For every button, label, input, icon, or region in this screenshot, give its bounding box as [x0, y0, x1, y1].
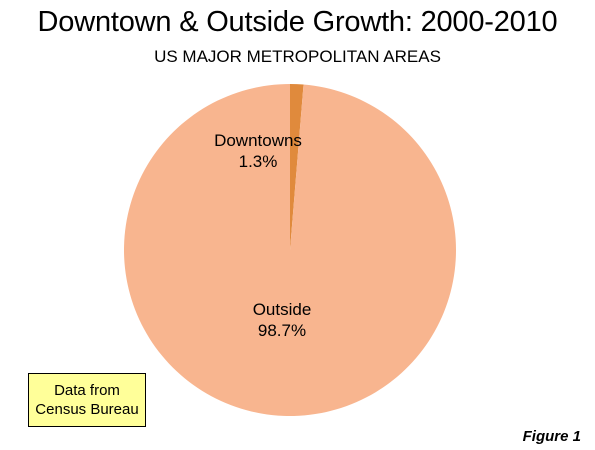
chart-title: Downtown & Outside Growth: 2000-2010	[37, 6, 558, 38]
slice-value-downtowns: 1.3%	[239, 152, 278, 171]
source-note: Data from Census Bureau	[28, 373, 146, 427]
pie-labels: Downtowns 1.3% Outside 98.7%	[214, 131, 311, 340]
slice-name-outside: Outside	[253, 300, 312, 319]
slice-value-outside: 98.7%	[258, 321, 306, 340]
source-note-line-2: Census Bureau	[35, 401, 139, 418]
chart-subtitle: US MAJOR METROPOLITAN AREAS	[154, 47, 441, 66]
pie-slice-downtowns	[290, 84, 304, 250]
slice-name-downtowns: Downtowns	[214, 131, 302, 150]
pie-slices	[123, 84, 456, 416]
pie-slice-outside	[123, 84, 456, 416]
source-note-line-1: Data from	[54, 382, 120, 399]
figure-label: Figure 1	[522, 428, 581, 445]
